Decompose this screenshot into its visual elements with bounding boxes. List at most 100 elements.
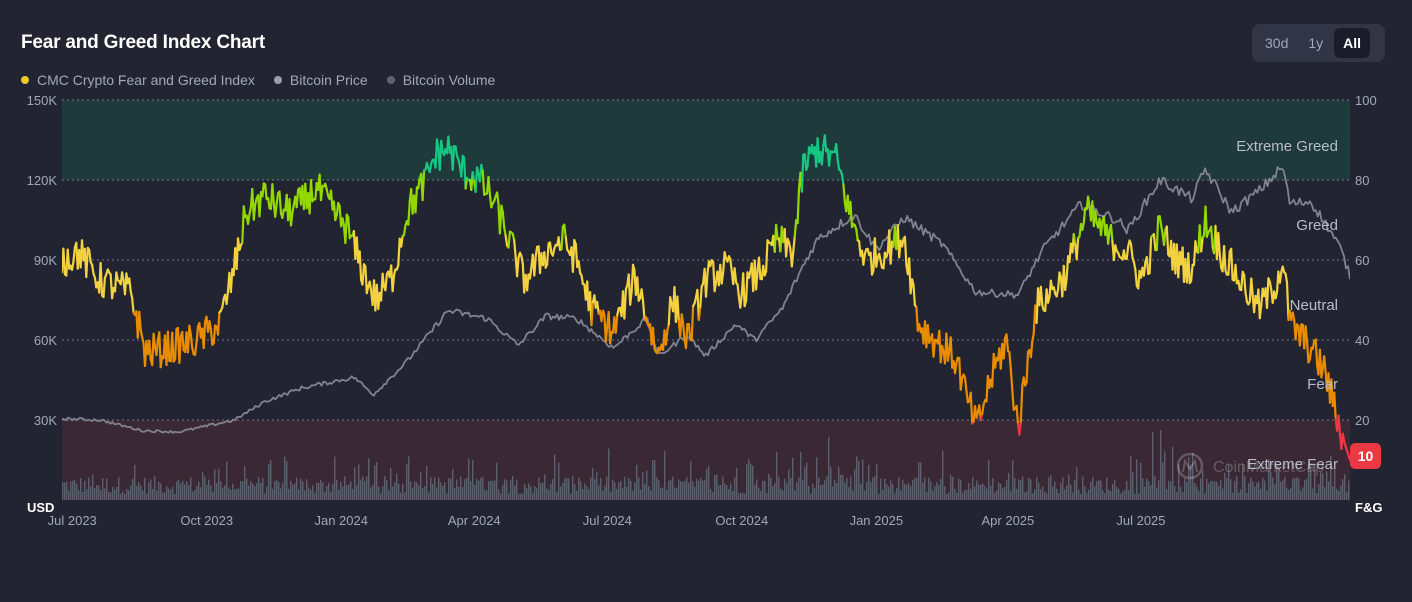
fear-greed-segment	[1132, 261, 1137, 271]
volume-bar	[1130, 456, 1132, 500]
volume-bar	[1214, 481, 1216, 500]
volume-bar	[1228, 464, 1230, 500]
volume-bar	[620, 480, 622, 500]
volume-bar	[1088, 489, 1090, 500]
volume-bar	[450, 478, 452, 500]
volume-bar	[436, 487, 438, 500]
volume-bar	[106, 478, 108, 500]
fear-greed-segment	[729, 257, 733, 273]
date-tick-label: Jan 2024	[314, 513, 368, 528]
volume-bar	[372, 485, 374, 500]
volume-bar	[1218, 485, 1220, 500]
volume-bar	[656, 477, 658, 500]
volume-bar	[1152, 431, 1154, 500]
volume-bar	[1284, 476, 1286, 500]
volume-bar	[1112, 484, 1114, 500]
volume-bar	[632, 491, 634, 500]
volume-bar	[118, 477, 120, 500]
fear-greed-segment	[391, 274, 396, 293]
legend-label-bitcoin-price: Bitcoin Price	[289, 72, 368, 88]
volume-bar	[758, 487, 760, 500]
fear-greed-segment	[1311, 339, 1316, 350]
volume-bar	[302, 481, 304, 500]
fear-greed-segment	[309, 179, 314, 203]
fear-greed-segment	[504, 234, 509, 247]
volume-bar	[412, 487, 414, 500]
fear-greed-segment	[62, 247, 67, 276]
volume-bar	[74, 479, 76, 500]
fear-greed-segment	[1337, 414, 1342, 436]
legend-item-bitcoin-volume[interactable]: Bitcoin Volume	[386, 72, 495, 88]
volume-bar	[354, 467, 356, 500]
volume-bar	[214, 469, 216, 500]
legend-item-bitcoin-price[interactable]: Bitcoin Price	[273, 72, 368, 88]
volume-bar	[646, 470, 648, 500]
volume-bar	[114, 489, 116, 500]
volume-bar	[710, 489, 712, 500]
fear-greed-segment	[525, 273, 530, 292]
fear-greed-segment	[1189, 263, 1194, 283]
volume-bar	[298, 489, 300, 500]
volume-bar	[1066, 485, 1068, 500]
volume-bar	[162, 492, 164, 500]
fear-greed-segment	[551, 247, 556, 257]
volume-bar	[714, 475, 716, 500]
volume-bar	[460, 476, 462, 500]
volume-bar	[388, 490, 390, 500]
volume-bar	[378, 486, 380, 500]
volume-bar	[400, 492, 402, 500]
volume-bar	[1244, 476, 1246, 500]
volume-bar	[846, 477, 848, 500]
volume-bar	[1240, 489, 1242, 500]
usd-tick-label: 60K	[34, 333, 57, 348]
fear-greed-segment	[274, 202, 278, 218]
bitcoin-volume-bars	[62, 430, 1350, 500]
fear-greed-segment	[271, 183, 275, 205]
legend-dot-bitcoin-volume	[386, 76, 395, 84]
fear-greed-segment	[335, 202, 340, 217]
volume-bar	[314, 492, 316, 500]
fear-greed-segment	[604, 324, 609, 343]
volume-bar	[506, 480, 508, 500]
volume-bar	[486, 490, 488, 500]
volume-bar	[546, 488, 548, 500]
volume-bar	[454, 488, 456, 500]
volume-bar	[312, 485, 314, 500]
volume-bar	[976, 480, 978, 500]
volume-bar	[1052, 486, 1054, 500]
fear-greed-segment	[289, 211, 294, 227]
fear-greed-segment	[684, 323, 689, 350]
volume-bar	[1170, 481, 1172, 500]
range-30d-button[interactable]: 30d	[1265, 35, 1289, 51]
volume-bar	[1260, 488, 1262, 500]
volume-bar	[582, 488, 584, 500]
fear-greed-segment	[664, 329, 669, 346]
volume-bar	[176, 481, 178, 500]
volume-bar	[1016, 488, 1018, 500]
volume-bar	[1004, 486, 1006, 500]
volume-bar	[760, 490, 762, 500]
fear-greed-segment	[669, 296, 673, 306]
range-1y-button[interactable]: 1y	[1308, 35, 1324, 51]
chart-title: Fear and Greed Index Chart	[21, 32, 265, 53]
fear-greed-line	[62, 134, 1350, 462]
fear-greed-segment	[774, 223, 779, 241]
fear-greed-segment	[840, 173, 845, 186]
volume-bar	[778, 476, 780, 500]
legend-item-fear-greed[interactable]: CMC Crypto Fear and Greed Index	[21, 72, 255, 88]
volume-bar	[596, 471, 598, 500]
volume-bar	[1300, 491, 1302, 500]
volume-bar	[1144, 486, 1146, 500]
fear-greed-segment	[699, 285, 703, 308]
volume-bar	[960, 479, 962, 500]
volume-bar	[1022, 476, 1024, 500]
volume-bar	[700, 477, 702, 500]
fear-greed-segment	[651, 326, 656, 350]
fear-greed-segment	[953, 361, 958, 375]
fear-greed-segment	[1284, 272, 1289, 284]
volume-bar	[284, 456, 286, 500]
volume-bar	[990, 485, 992, 500]
range-all-button[interactable]: All	[1334, 28, 1371, 58]
fear-greed-segment	[120, 271, 125, 282]
